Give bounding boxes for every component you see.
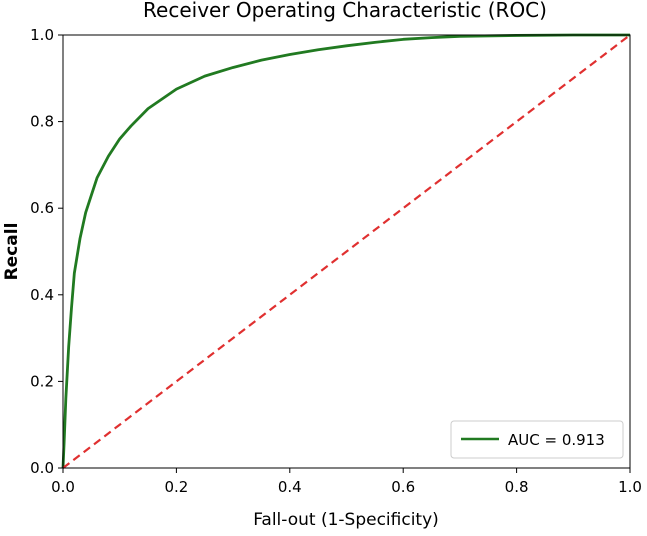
x-tick-label: 0.4 xyxy=(278,478,302,496)
legend: AUC = 0.913 xyxy=(450,420,624,459)
y-tick-label: 1.0 xyxy=(30,26,54,44)
y-tick-label: 0.4 xyxy=(30,286,54,304)
y-tick-label: 0.2 xyxy=(30,372,54,390)
roc-curve-line xyxy=(61,33,630,469)
legend-entry-label: AUC = 0.913 xyxy=(508,431,605,449)
plot-frame xyxy=(62,34,631,469)
legend-box xyxy=(450,420,624,459)
x-tick-label: 0.0 xyxy=(51,478,75,496)
axis-ticks: 0.0 0.2 0.4 0.6 0.8 1.0 0.0 0.2 0.4 0.6 0.8 1.0 xyxy=(30,26,642,496)
y-tick-label: 0.0 xyxy=(30,459,54,477)
x-tick-label: 0.8 xyxy=(505,478,529,496)
x-tick-label: 1.0 xyxy=(618,478,642,496)
y-tick-label: 0.6 xyxy=(30,199,54,217)
y-tick-label: 0.8 xyxy=(30,113,54,131)
x-axis-label: Fall-out (1-Specificity) xyxy=(253,510,439,530)
diagonal-reference-line xyxy=(62,34,631,469)
plot-area xyxy=(61,33,631,469)
chart-title: Receiver Operating Characteristic (ROC) xyxy=(143,0,547,22)
y-axis-label: Recall xyxy=(2,223,22,281)
x-tick-label: 0.6 xyxy=(391,478,415,496)
x-tick-label: 0.2 xyxy=(164,478,188,496)
